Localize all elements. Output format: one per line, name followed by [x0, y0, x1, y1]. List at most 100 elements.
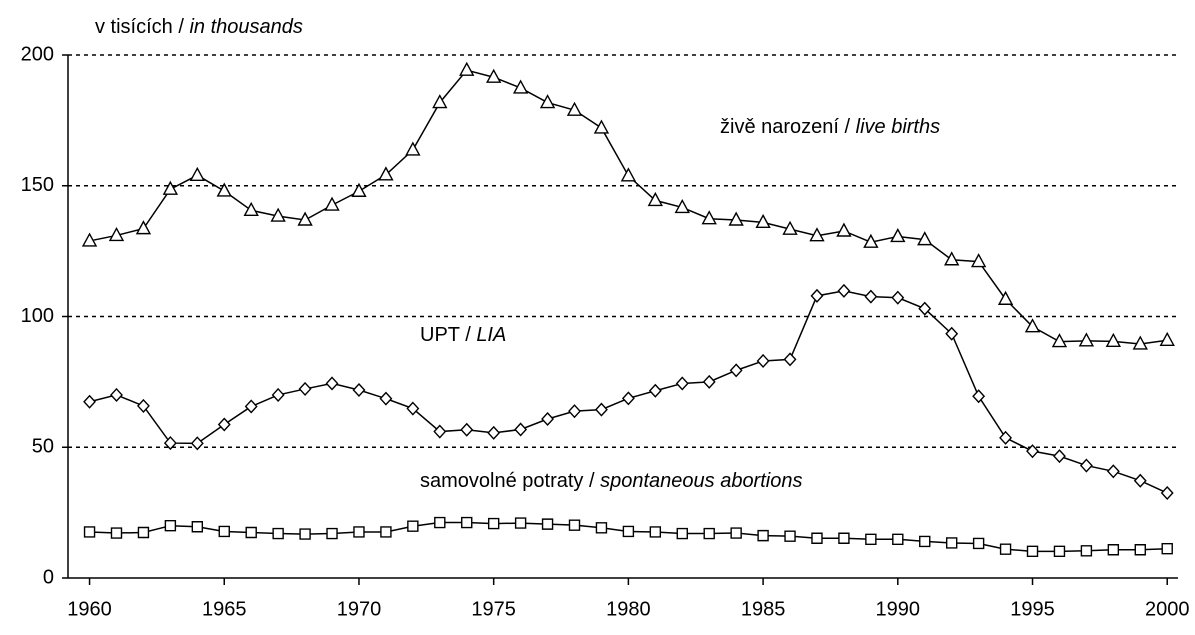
x-tick-label: 1975	[471, 598, 516, 620]
marker	[972, 537, 985, 550]
marker	[917, 231, 933, 246]
marker	[514, 422, 528, 437]
x-tick-label: 1985	[741, 598, 786, 620]
marker	[566, 101, 583, 116]
marker	[783, 352, 797, 367]
marker	[972, 389, 986, 404]
marker	[675, 376, 689, 391]
marker	[1106, 464, 1120, 479]
marker	[676, 527, 688, 540]
marker	[1026, 444, 1039, 459]
marker	[1107, 544, 1120, 556]
y-tick-label: 50	[32, 436, 54, 458]
marker	[512, 79, 529, 94]
marker	[621, 391, 635, 406]
marker	[299, 528, 311, 540]
marker	[514, 517, 527, 529]
marker	[108, 226, 125, 242]
marker	[919, 535, 931, 548]
marker	[460, 422, 474, 437]
marker	[297, 211, 313, 226]
marker	[703, 527, 715, 540]
series-label-italic: LIA	[476, 324, 506, 346]
marker	[378, 166, 394, 181]
marker	[162, 180, 179, 195]
marker	[433, 424, 447, 439]
marker	[272, 527, 284, 540]
marker	[837, 283, 851, 298]
series-label: UPT / LIA	[420, 324, 506, 346]
marker	[244, 399, 258, 414]
marker	[405, 141, 421, 156]
marker	[863, 233, 879, 248]
marker	[459, 61, 475, 76]
marker	[191, 521, 204, 533]
marker	[324, 196, 340, 211]
marker	[674, 198, 690, 214]
marker	[351, 182, 367, 197]
marker	[487, 517, 500, 530]
marker	[945, 537, 958, 549]
marker	[539, 94, 556, 109]
marker	[756, 353, 770, 368]
marker	[541, 518, 554, 530]
marker	[944, 251, 960, 266]
marker	[836, 222, 852, 237]
marker	[135, 220, 152, 235]
marker	[755, 213, 771, 229]
marker	[999, 543, 1012, 555]
marker	[164, 520, 177, 532]
marker	[1161, 543, 1173, 555]
marker	[541, 411, 555, 427]
marker	[1051, 333, 1068, 348]
marker	[1133, 473, 1147, 488]
series-label-italic: spontaneous abortions	[600, 470, 802, 492]
marker	[271, 387, 285, 402]
marker	[784, 530, 796, 542]
marker	[918, 301, 932, 316]
marker	[1026, 545, 1039, 558]
x-tick-label: 1990	[876, 598, 921, 620]
y-tick-label: 100	[21, 305, 54, 327]
marker	[434, 516, 446, 529]
marker	[163, 436, 177, 451]
marker	[729, 363, 743, 378]
marker	[647, 191, 664, 207]
marker	[809, 227, 825, 242]
marker	[216, 182, 232, 197]
marker	[865, 533, 877, 545]
marker	[352, 382, 366, 398]
marker	[432, 94, 448, 109]
series-label: živě narození / live births	[720, 116, 940, 138]
marker	[702, 374, 716, 389]
marker	[997, 290, 1014, 305]
x-tick-label: 1965	[202, 598, 247, 620]
y-tick-label: 0	[43, 566, 54, 588]
marker	[1159, 331, 1175, 346]
marker	[728, 211, 744, 226]
marker	[1024, 318, 1041, 333]
marker	[999, 430, 1013, 445]
marker	[811, 532, 823, 544]
marker	[864, 289, 878, 304]
marker	[730, 527, 742, 539]
marker	[782, 220, 798, 235]
marker	[593, 119, 610, 134]
x-tick-label: 1980	[606, 598, 651, 620]
marker	[1160, 485, 1174, 501]
marker	[136, 398, 150, 413]
marker	[380, 526, 392, 538]
marker	[1079, 458, 1093, 473]
marker	[1134, 544, 1146, 556]
marker	[568, 404, 581, 419]
marker	[595, 522, 608, 534]
marker	[217, 417, 231, 432]
marker	[298, 381, 312, 396]
marker	[970, 253, 987, 268]
series-label-italic: live births	[856, 116, 940, 138]
x-tick-label: 1970	[337, 598, 382, 620]
marker	[110, 387, 123, 402]
y-tick-label: 150	[21, 174, 54, 196]
marker	[270, 207, 286, 222]
marker	[890, 228, 906, 243]
